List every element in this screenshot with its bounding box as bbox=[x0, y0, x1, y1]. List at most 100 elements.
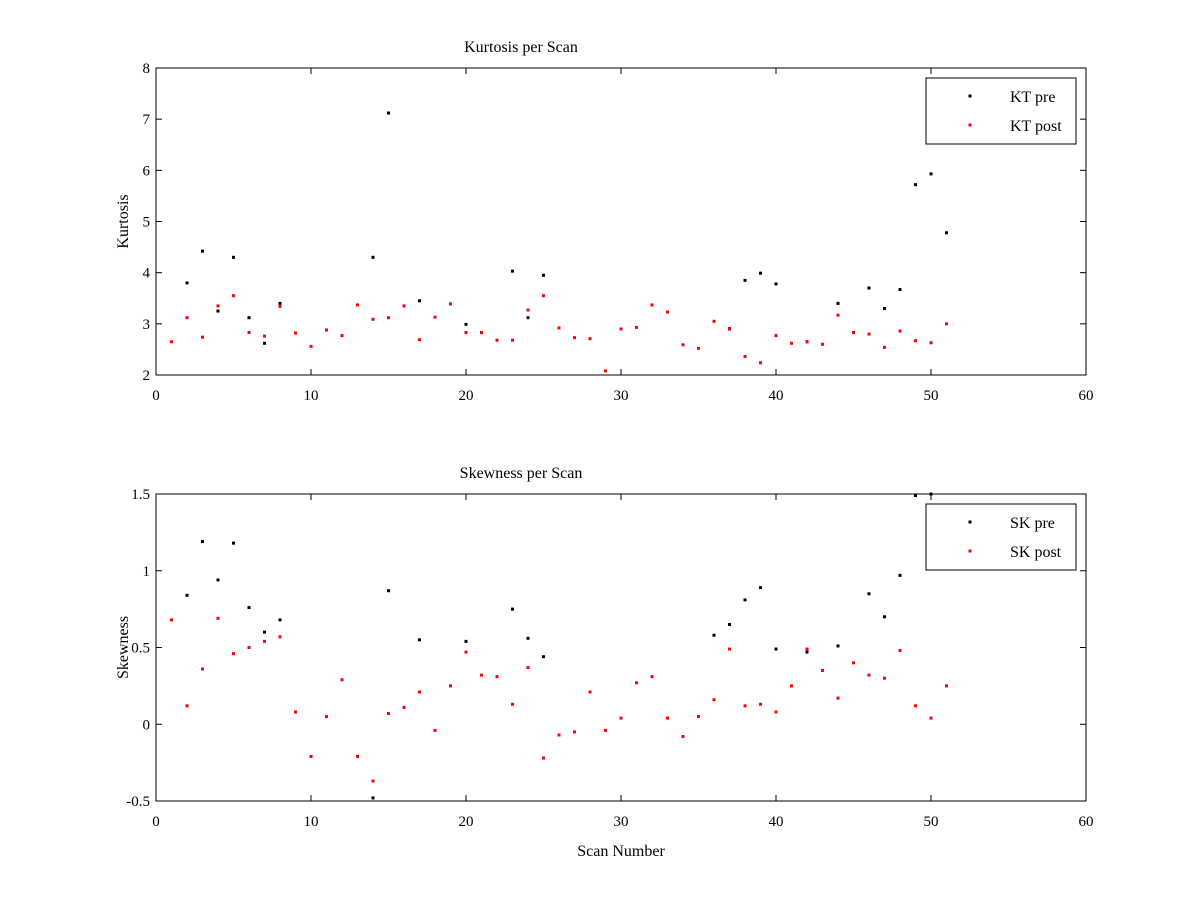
skewness-data-point bbox=[945, 684, 948, 688]
kurtosis-data-point bbox=[170, 340, 173, 344]
skewness-data-point bbox=[371, 796, 375, 800]
kurtosis-data-point bbox=[852, 331, 855, 335]
skewness-data-point bbox=[371, 779, 375, 783]
skewness-data-point bbox=[185, 593, 189, 597]
skewness-data-point bbox=[743, 598, 747, 602]
kurtosis-data-point bbox=[387, 316, 390, 320]
kurtosis-legend: KT pre KT post bbox=[925, 77, 1077, 145]
kurtosis-data-point bbox=[464, 322, 468, 326]
kurtosis-data-point bbox=[526, 308, 530, 312]
kurtosis-x-tick-label: 60 bbox=[1079, 388, 1094, 404]
skewness-x-tick-label: 20 bbox=[459, 814, 474, 830]
kurtosis-data-point bbox=[247, 316, 251, 320]
kurtosis-axes: 0 10 20 30 40 50 60 2 3 4 5 6 7 8 Kurtosis per Scan Kur… bbox=[115, 39, 1094, 404]
kurtosis-data-point bbox=[449, 302, 452, 306]
kurtosis-x-tick-label: 50 bbox=[924, 388, 939, 404]
kurtosis-data-point bbox=[278, 301, 282, 305]
kurtosis-data-point bbox=[945, 322, 948, 326]
kurtosis-data-point bbox=[728, 326, 731, 330]
kurtosis-data-point bbox=[402, 304, 406, 308]
skewness-data-point bbox=[883, 615, 886, 619]
kurtosis-legend-label: KT post bbox=[1010, 118, 1062, 135]
kurtosis-data-point bbox=[635, 325, 638, 329]
skewness-data-point bbox=[232, 541, 235, 545]
skewness-data-point bbox=[805, 647, 809, 651]
kurtosis-data-point bbox=[542, 273, 545, 277]
kurtosis-data-point bbox=[619, 327, 623, 331]
kurtosis-data-point bbox=[650, 303, 654, 307]
skewness-data-point bbox=[294, 710, 297, 714]
skewness-series-pre bbox=[185, 492, 933, 800]
kurtosis-x-tick-label: 0 bbox=[152, 388, 160, 404]
skewness-data-point bbox=[278, 618, 282, 622]
kurtosis-data-point bbox=[604, 369, 607, 373]
kurtosis-data-point bbox=[836, 313, 840, 317]
kurtosis-data-point bbox=[898, 288, 902, 292]
skewness-y-tick-label: 0 bbox=[143, 717, 151, 733]
kurtosis-data-point bbox=[945, 231, 948, 235]
kurtosis-data-point bbox=[867, 332, 871, 336]
kurtosis-x-tick-label: 30 bbox=[614, 388, 629, 404]
skewness-x-tick-label: 10 bbox=[304, 814, 319, 830]
kurtosis-y-tick-label: 7 bbox=[143, 112, 151, 128]
kurtosis-data-point bbox=[216, 304, 220, 308]
kurtosis-data-point bbox=[371, 317, 375, 321]
kurtosis-x-tick-label: 10 bbox=[304, 388, 319, 404]
kurtosis-data-point bbox=[557, 326, 561, 330]
skewness-data-point bbox=[526, 665, 530, 669]
skewness-data-point bbox=[542, 756, 545, 760]
skewness-data-point bbox=[263, 639, 266, 643]
kurtosis-data-point bbox=[418, 338, 421, 342]
kurtosis-y-tick-label: 6 bbox=[143, 163, 151, 179]
skewness-data-point bbox=[759, 702, 762, 706]
skewness-legend-marker bbox=[968, 520, 972, 524]
kurtosis-data-point bbox=[216, 309, 220, 313]
kurtosis-data-point bbox=[464, 331, 468, 335]
skewness-data-point bbox=[464, 639, 468, 643]
kurtosis-y-tick-label: 3 bbox=[143, 317, 151, 333]
skewness-data-point bbox=[929, 716, 933, 720]
skewness-data-point bbox=[480, 673, 483, 677]
skewness-data-point bbox=[898, 649, 902, 653]
kurtosis-data-point bbox=[232, 294, 235, 298]
kurtosis-legend-label: KT pre bbox=[1010, 89, 1055, 106]
skewness-data-point bbox=[821, 669, 824, 673]
kurtosis-chart-title: Kurtosis per Scan bbox=[464, 39, 578, 56]
kurtosis-data-point bbox=[743, 278, 747, 282]
skewness-legend-box bbox=[925, 503, 1077, 571]
skewness-data-point bbox=[743, 704, 747, 708]
skewness-x-tick-label: 50 bbox=[924, 814, 939, 830]
skewness-data-point bbox=[588, 690, 592, 694]
kurtosis-y-tick-label: 2 bbox=[143, 368, 151, 384]
skewness-data-point bbox=[325, 715, 328, 719]
kurtosis-data-point bbox=[309, 344, 313, 348]
skewness-data-point bbox=[356, 754, 359, 758]
skewness-data-point bbox=[340, 678, 344, 682]
kurtosis-data-point bbox=[666, 310, 669, 314]
skewness-data-point bbox=[619, 716, 623, 720]
kurtosis-data-point bbox=[759, 271, 762, 275]
skewness-data-point bbox=[681, 735, 685, 739]
skewness-data-point bbox=[774, 647, 778, 651]
skewness-data-point bbox=[418, 638, 421, 642]
kurtosis-data-point bbox=[774, 282, 778, 286]
kurtosis-data-point bbox=[356, 303, 359, 307]
kurtosis-legend-box bbox=[925, 77, 1077, 145]
skewness-data-point bbox=[201, 540, 204, 544]
skewness-data-point bbox=[728, 622, 731, 626]
skewness-data-point bbox=[867, 592, 871, 596]
kurtosis-data-point bbox=[232, 255, 235, 259]
kurtosis-data-point bbox=[929, 341, 933, 345]
skewness-data-point bbox=[511, 607, 514, 611]
kurtosis-data-point bbox=[836, 301, 840, 305]
kurtosis-data-point bbox=[185, 316, 189, 320]
skewness-legend: SK pre SK post bbox=[925, 503, 1077, 571]
skewness-data-point bbox=[278, 635, 282, 639]
kurtosis-data-point bbox=[805, 340, 809, 344]
skewness-data-point bbox=[836, 696, 840, 700]
kurtosis-y-tick-label: 5 bbox=[143, 215, 151, 231]
kurtosis-legend-marker bbox=[968, 123, 972, 127]
kurtosis-data-point bbox=[418, 299, 421, 303]
skewness-data-point bbox=[247, 646, 251, 649]
